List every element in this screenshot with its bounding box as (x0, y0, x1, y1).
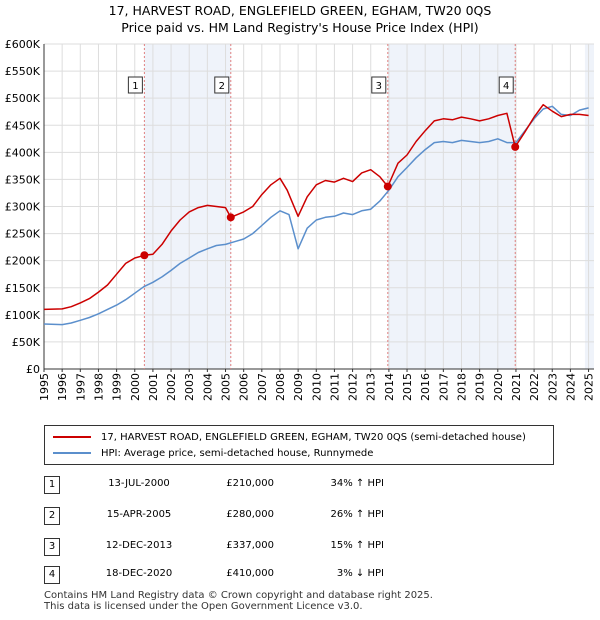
x-tick-label: 2019 (474, 373, 487, 401)
x-tick-label: 1997 (74, 373, 87, 401)
x-tick-label: 2021 (510, 373, 523, 401)
sale-date: 15-APR-2005 (106, 509, 172, 520)
table-row: 2 15-APR-2005 £280,000 26% ↑ HPI (44, 507, 544, 525)
legend-label-property: 17, HARVEST ROAD, ENGLEFIELD GREEN, EGHA… (101, 431, 526, 443)
footer-license: This data is licensed under the Open Gov… (44, 601, 363, 612)
y-tick-label: £200K (5, 255, 41, 268)
x-tick-label: 2007 (256, 373, 269, 401)
sale-point (511, 142, 520, 151)
y-tick-label: £0 (26, 363, 40, 376)
sale-marker-label: 3 (376, 81, 382, 92)
x-tick-label: 2012 (347, 373, 360, 401)
x-tick-label: 1998 (92, 373, 105, 401)
sale-hpi-diff: 15% ↑ HPI (330, 540, 384, 551)
price-chart: £0 £50K £100K £150K £200K £250K £300K £350K £400… (5, 38, 596, 401)
title-line-2: Price paid vs. HM Land Registry's House … (121, 20, 479, 35)
sale-price: £280,000 (226, 509, 274, 520)
x-tick-label: 2010 (310, 373, 323, 401)
sale-price: £337,000 (226, 540, 274, 551)
sale-date: 13-JUL-2000 (108, 478, 170, 489)
x-tick-label: 2011 (328, 373, 341, 401)
sale-marker-box (214, 76, 230, 94)
y-tick-label: £600K (5, 38, 41, 51)
sale-price: £410,000 (226, 568, 274, 579)
title-line-1: 17, HARVEST ROAD, ENGLEFIELD GREEN, EGHA… (108, 3, 492, 18)
x-tick-label: 2015 (401, 373, 414, 401)
legend-label-hpi: HPI: Average price, semi-detached house,… (101, 447, 374, 459)
x-tick-label: 2013 (365, 373, 378, 401)
sale-marker-label: 4 (503, 81, 509, 92)
sale-marker-box (371, 76, 387, 94)
y-tick-label: £300K (5, 201, 41, 214)
x-tick-label: 2002 (165, 373, 178, 401)
sale-marker-box (498, 76, 514, 94)
x-tick-label: 2016 (419, 373, 432, 401)
x-tick-label: 2000 (129, 373, 142, 401)
x-tick-label: 2001 (147, 373, 160, 401)
x-tick-label: 2018 (455, 373, 468, 401)
legend-item-hpi: HPI: Average price, semi-detached house,… (53, 445, 373, 461)
x-tick-label: 2025 (583, 373, 596, 401)
x-tick-label: 2014 (383, 373, 396, 401)
x-tick-label: 2006 (238, 373, 251, 401)
x-tick-label: 2017 (437, 373, 450, 401)
sale-marker-label: 2 (219, 81, 225, 92)
sale-date: 18-DEC-2020 (105, 568, 173, 579)
y-tick-label: £50K (12, 336, 41, 349)
y-tick-label: £250K (5, 228, 41, 241)
x-tick-label: 2003 (183, 373, 196, 401)
sale-hpi-diff: 3% ↓ HPI (336, 568, 384, 579)
footer: Contains HM Land Registry data © Crown c… (44, 590, 433, 612)
footer-copyright: Contains HM Land Registry data © Crown c… (44, 590, 433, 601)
x-tick-label: 2024 (564, 373, 577, 401)
sale-number: 1 (44, 476, 60, 494)
legend-swatch-property (53, 436, 91, 438)
x-tick-label: 2022 (528, 373, 541, 401)
y-tick-label: £350K (5, 173, 41, 186)
y-tick-label: £500K (5, 92, 41, 105)
legend-swatch-hpi (53, 452, 91, 454)
table-row: 4 18-DEC-2020 £410,000 3% ↓ HPI (44, 566, 544, 584)
x-tick-label: 2023 (546, 373, 559, 401)
x-tick-label: 2005 (220, 373, 233, 401)
table-row: 3 12-DEC-2013 £337,000 15% ↑ HPI (44, 538, 544, 556)
x-tick-label: 2008 (274, 373, 287, 401)
x-tick-label: 1999 (111, 373, 124, 401)
x-tick-label: 2009 (292, 373, 305, 401)
sale-point (383, 182, 392, 191)
sale-price: £210,000 (226, 478, 274, 489)
y-tick-label: £550K (5, 65, 41, 78)
sale-point (226, 213, 235, 222)
y-tick-label: £100K (5, 309, 41, 322)
sale-number: 4 (44, 566, 60, 584)
chart-title: 17, HARVEST ROAD, ENGLEFIELD GREEN, EGHA… (0, 2, 600, 36)
chart-legend: 17, HARVEST ROAD, ENGLEFIELD GREEN, EGHA… (44, 425, 554, 465)
x-tick-label: 1996 (56, 373, 69, 401)
sale-date: 12-DEC-2013 (105, 540, 173, 551)
hpi-line (43, 105, 589, 326)
x-tick-label: 2004 (201, 373, 214, 401)
sale-number: 3 (44, 538, 60, 556)
sale-marker-box (127, 76, 143, 94)
y-tick-label: £400K (5, 146, 41, 159)
sale-marker-label: 1 (132, 81, 138, 92)
x-tick-label: 2020 (492, 373, 505, 401)
legend-item-property: 17, HARVEST ROAD, ENGLEFIELD GREEN, EGHA… (53, 429, 526, 445)
sale-number: 2 (44, 507, 60, 525)
y-tick-label: £150K (5, 282, 41, 295)
x-tick-label: 1995 (38, 373, 51, 401)
sale-hpi-diff: 26% ↑ HPI (330, 509, 384, 520)
table-row: 1 13-JUL-2000 £210,000 34% ↑ HPI (44, 476, 544, 494)
sale-point (140, 251, 149, 260)
y-tick-label: £450K (5, 119, 41, 132)
sale-hpi-diff: 34% ↑ HPI (330, 478, 384, 489)
